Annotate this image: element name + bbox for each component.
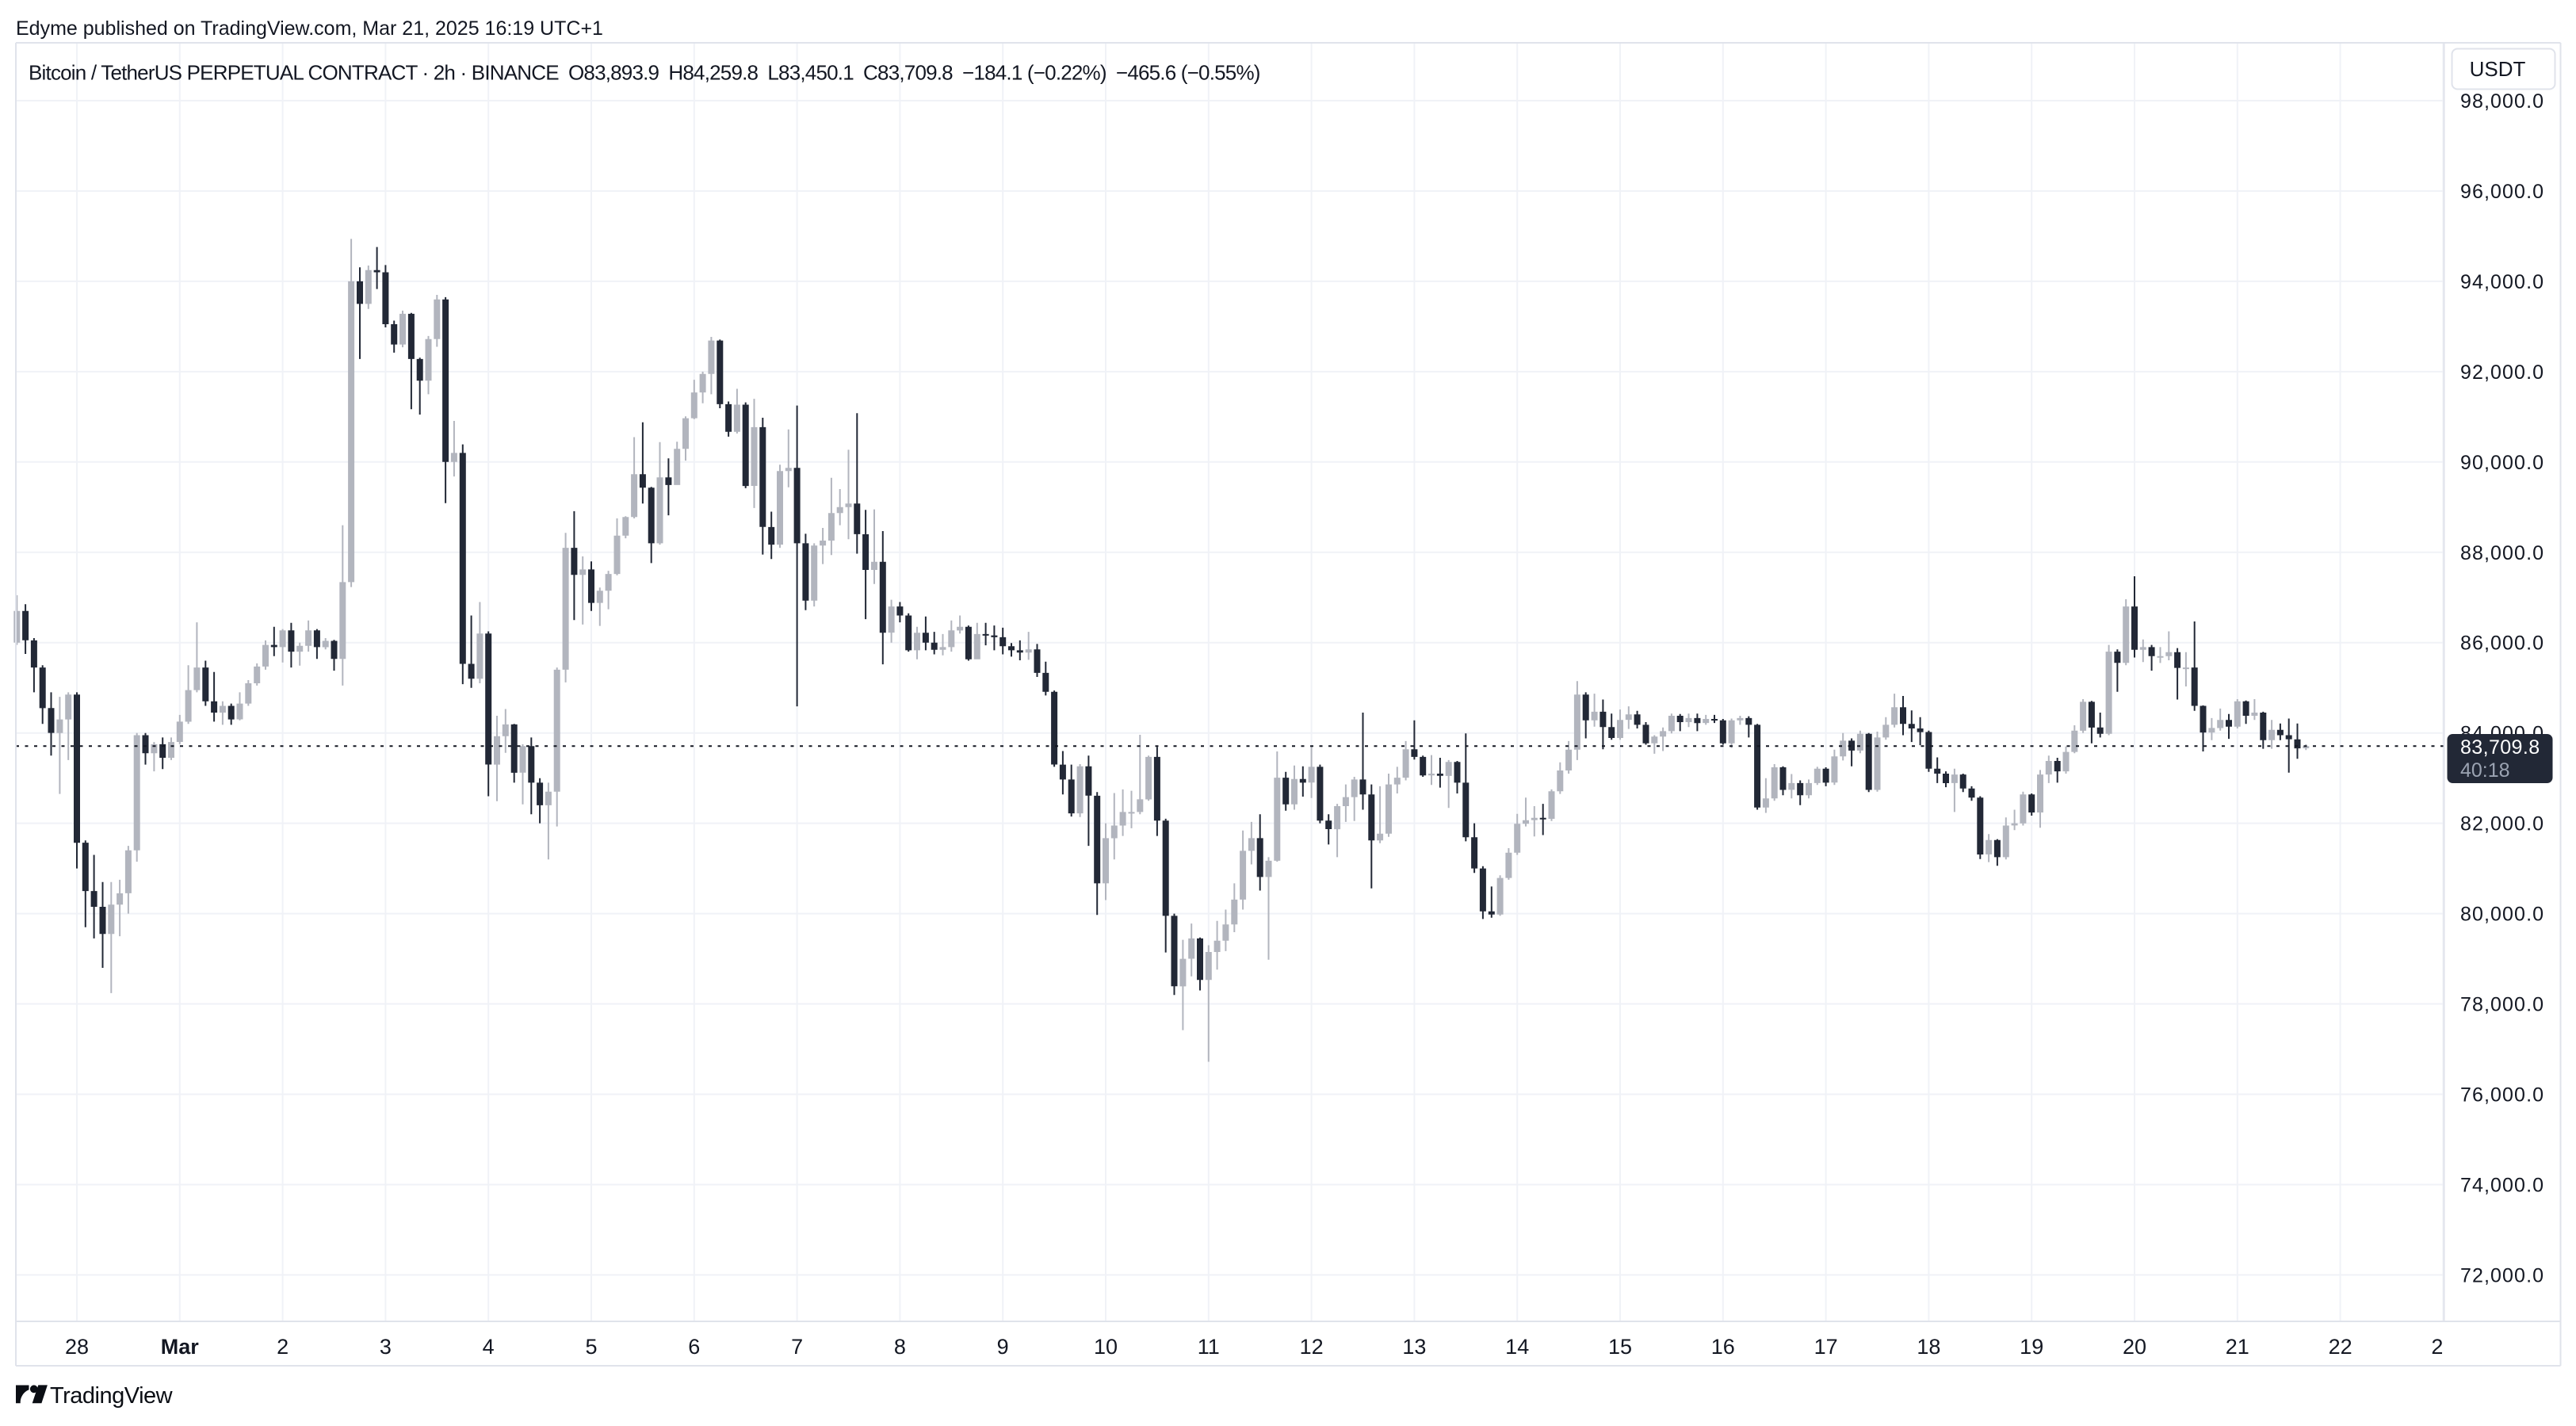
svg-text:18: 18 [1917,1335,1940,1359]
svg-text:72,000.0: 72,000.0 [2460,1264,2544,1286]
svg-text:12: 12 [1300,1335,1324,1359]
svg-text:2: 2 [277,1335,289,1359]
svg-text:13: 13 [1402,1335,1426,1359]
svg-text:92,000.0: 92,000.0 [2460,361,2544,384]
svg-text:22: 22 [2329,1335,2352,1359]
svg-text:98,000.0: 98,000.0 [2460,90,2544,113]
svg-text:40:18: 40:18 [2460,759,2510,782]
svg-text:5: 5 [585,1335,597,1359]
svg-text:86,000.0: 86,000.0 [2460,633,2544,655]
svg-text:8: 8 [894,1335,906,1359]
svg-text:4: 4 [483,1335,495,1359]
svg-text:3: 3 [380,1335,392,1359]
svg-text:76,000.0: 76,000.0 [2460,1084,2544,1107]
svg-text:28: 28 [65,1335,89,1359]
svg-text:Edyme published on TradingView: Edyme published on TradingView.com, Mar … [16,17,603,40]
svg-text:14: 14 [1505,1335,1529,1359]
svg-text:USDT: USDT [2470,57,2526,81]
svg-text:16: 16 [1711,1335,1735,1359]
svg-text:9: 9 [997,1335,1009,1359]
svg-text:20: 20 [2123,1335,2146,1359]
svg-text:74,000.0: 74,000.0 [2460,1175,2544,1197]
svg-text:90,000.0: 90,000.0 [2460,452,2544,474]
svg-text:80,000.0: 80,000.0 [2460,904,2544,926]
svg-text:7: 7 [791,1335,803,1359]
svg-text:23: 23 [2431,1335,2455,1359]
svg-text:94,000.0: 94,000.0 [2460,271,2544,293]
svg-text:88,000.0: 88,000.0 [2460,542,2544,564]
svg-text:17: 17 [1814,1335,1838,1359]
svg-text:6: 6 [688,1335,700,1359]
svg-text:11: 11 [1198,1335,1220,1359]
svg-text:82,000.0: 82,000.0 [2460,813,2544,835]
svg-text:19: 19 [2020,1335,2043,1359]
svg-text:TradingView: TradingView [50,1383,174,1409]
svg-text:Mar: Mar [161,1335,200,1359]
svg-text:83,709.8: 83,709.8 [2460,736,2540,759]
svg-text:10: 10 [1094,1335,1118,1359]
svg-text:15: 15 [1608,1335,1632,1359]
svg-text:Bitcoin / TetherUS PERPETUAL C: Bitcoin / TetherUS PERPETUAL CONTRACT · … [29,61,1260,85]
svg-text:96,000.0: 96,000.0 [2460,181,2544,203]
svg-text:78,000.0: 78,000.0 [2460,994,2544,1016]
svg-text:21: 21 [2226,1335,2249,1359]
